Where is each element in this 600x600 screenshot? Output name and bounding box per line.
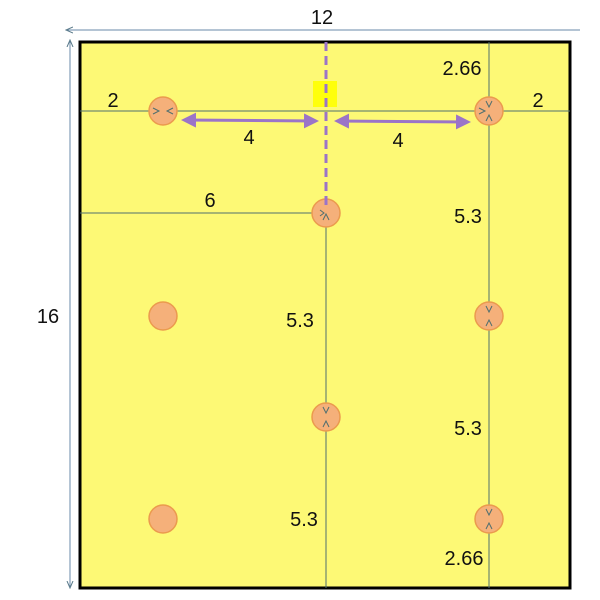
overall-width-label: 12 <box>311 7 333 29</box>
right-span-label: 4 <box>392 130 403 152</box>
left-span-arrow <box>181 112 319 129</box>
hole <box>474 301 504 331</box>
hole-arrow-ticks <box>152 100 493 530</box>
overall-height-label: 16 <box>37 306 59 328</box>
left-span-label: 4 <box>243 127 254 149</box>
left-edge-offset-label: 2 <box>107 90 118 112</box>
right-span-arrow <box>334 113 471 130</box>
center-spacing-2-label: 5.3 <box>290 509 318 531</box>
hole <box>311 402 341 432</box>
hole <box>148 96 178 126</box>
bottom-offset-label: 2.66 <box>445 548 484 570</box>
center-spacing-1-label: 5.3 <box>286 310 314 332</box>
hole <box>474 96 504 126</box>
top-offset-label: 2.66 <box>443 58 482 80</box>
right-edge-offset-label: 2 <box>532 90 543 112</box>
hole <box>474 504 504 534</box>
right-spacing-2-label: 5.3 <box>454 418 482 440</box>
hole <box>148 504 178 534</box>
hole <box>148 301 178 331</box>
center-offset-label: 6 <box>204 190 215 212</box>
right-spacing-1-label: 5.3 <box>454 206 482 228</box>
